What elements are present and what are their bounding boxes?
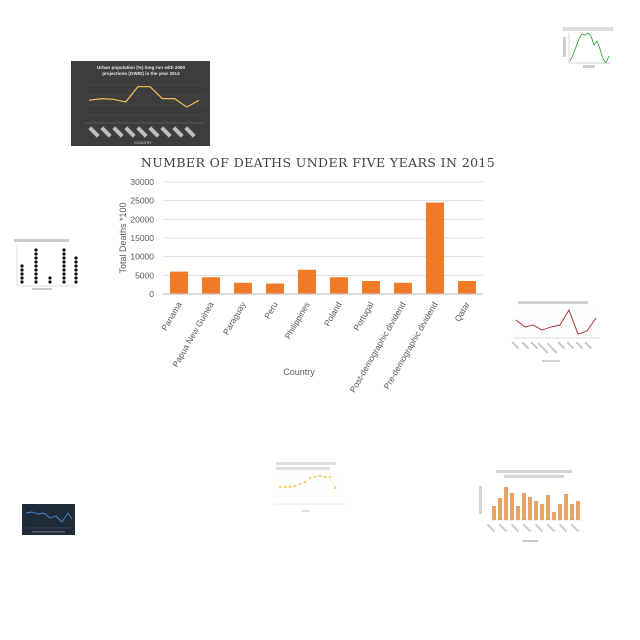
x-tick-label: Philippines bbox=[283, 300, 312, 341]
bar bbox=[202, 277, 220, 294]
bar bbox=[394, 282, 412, 294]
bar bbox=[426, 202, 444, 294]
y-tick-label: 25000 bbox=[130, 196, 154, 206]
x-tick-label: Peru bbox=[262, 300, 280, 321]
x-tick-label: Portugal bbox=[351, 300, 376, 333]
bar bbox=[458, 280, 476, 294]
bars bbox=[170, 202, 476, 294]
bar bbox=[234, 282, 252, 294]
orange-bar-chart-thumbnail bbox=[478, 468, 588, 546]
y-tick-label: 10000 bbox=[130, 252, 154, 262]
y-axis-label: Total Deaths *100 bbox=[118, 202, 128, 273]
navy-line-chart-thumbnail bbox=[22, 504, 75, 535]
red-line-chart-thumbnail bbox=[500, 298, 604, 368]
dark-chart-line bbox=[88, 86, 200, 108]
bar bbox=[298, 269, 316, 294]
y-tick-label: 0 bbox=[149, 289, 154, 299]
x-tick-label: Panama bbox=[159, 300, 184, 333]
y-tick-label: 15000 bbox=[130, 233, 154, 243]
y-tick-label: 30000 bbox=[130, 177, 154, 187]
dark-chart-xlabel: COUNTRY bbox=[134, 141, 152, 145]
dark-chart-title-line2: projections (OWID) in the year 2014 bbox=[102, 71, 180, 76]
x-tick-label: Paraguay bbox=[221, 299, 248, 336]
green-line-chart-thumbnail bbox=[563, 25, 613, 70]
x-tick-label: Post-demographic dividend bbox=[348, 300, 408, 394]
bar bbox=[330, 277, 348, 294]
y-tick-label: 20000 bbox=[130, 214, 154, 224]
chart-title: NUMBER OF DEATHS UNDER FIVE YEARS IN 201… bbox=[141, 155, 495, 170]
y-tick-label: 5000 bbox=[135, 270, 154, 280]
x-axis-label: Country bbox=[283, 367, 315, 377]
bar bbox=[266, 283, 284, 294]
bar bbox=[362, 280, 380, 294]
dot-plot-thumbnail bbox=[2, 236, 80, 292]
bar bbox=[170, 271, 188, 294]
dark-chart-grid bbox=[85, 84, 205, 116]
dark-chart-title-line1: Urban population (%) long run with 2050 bbox=[97, 65, 185, 70]
x-tick-label: Poland bbox=[322, 300, 344, 328]
yellow-scatter-thumbnail bbox=[262, 460, 348, 518]
dark-line-chart-thumbnail: Urban population (%) long run with 2050 … bbox=[71, 61, 210, 146]
x-tick-label: Qatar bbox=[452, 300, 471, 324]
y-tick-labels: 0 5000 10000 15000 20000 25000 30000 bbox=[130, 177, 154, 299]
